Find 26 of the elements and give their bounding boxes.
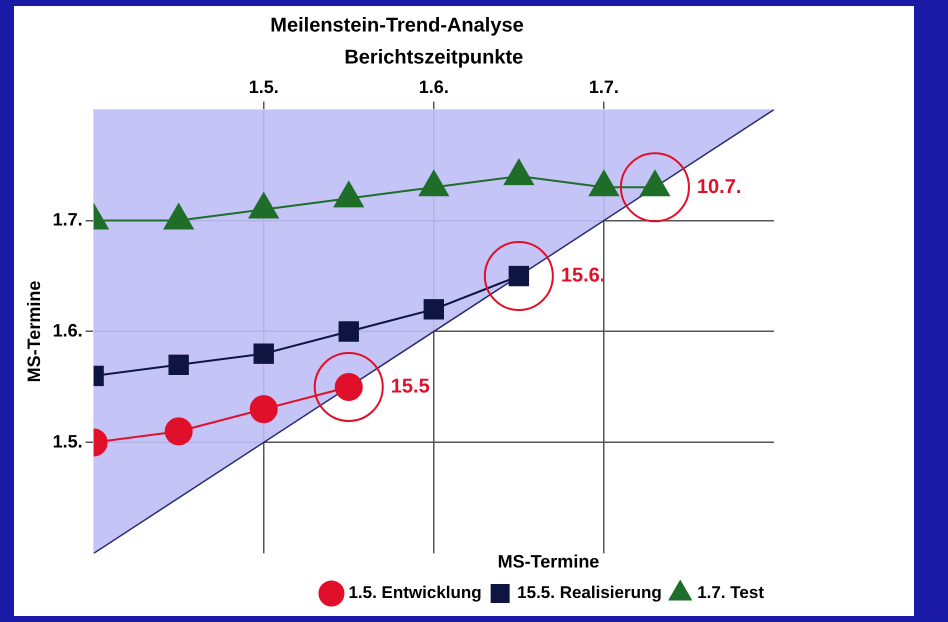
point xyxy=(168,354,189,375)
y-tick-label: 1.7. xyxy=(52,210,83,230)
legend-title: MS-Termine xyxy=(498,551,600,572)
point xyxy=(504,159,534,186)
point xyxy=(164,417,193,446)
legend-label: 15.5. Realisierung xyxy=(517,583,662,602)
point xyxy=(418,170,449,196)
legend-label: 1.5. Entwicklung xyxy=(348,583,482,602)
x-tick-label: 1.6. xyxy=(418,76,449,97)
y-tick-label: 1.5. xyxy=(52,431,83,452)
x-tick-label: 1.5. xyxy=(248,76,279,97)
legend-label: 1.7. Test xyxy=(697,583,764,602)
annotation: 10.7. xyxy=(696,176,742,198)
point xyxy=(589,170,619,196)
point xyxy=(334,181,364,208)
y-axis-title: MS-Termine xyxy=(24,280,44,382)
point xyxy=(164,204,194,230)
point xyxy=(254,344,274,364)
point xyxy=(248,192,279,218)
x-axis-title: Berichtszeitpunkte xyxy=(344,46,524,69)
y-tick-label: 1.6. xyxy=(52,320,83,340)
point xyxy=(250,395,278,424)
point xyxy=(338,321,359,342)
x-tick-label: 1.7. xyxy=(588,76,619,97)
annotation: 15.5 xyxy=(390,375,430,398)
chart-title: Meilenstein-Trend-Analyse xyxy=(270,14,524,37)
